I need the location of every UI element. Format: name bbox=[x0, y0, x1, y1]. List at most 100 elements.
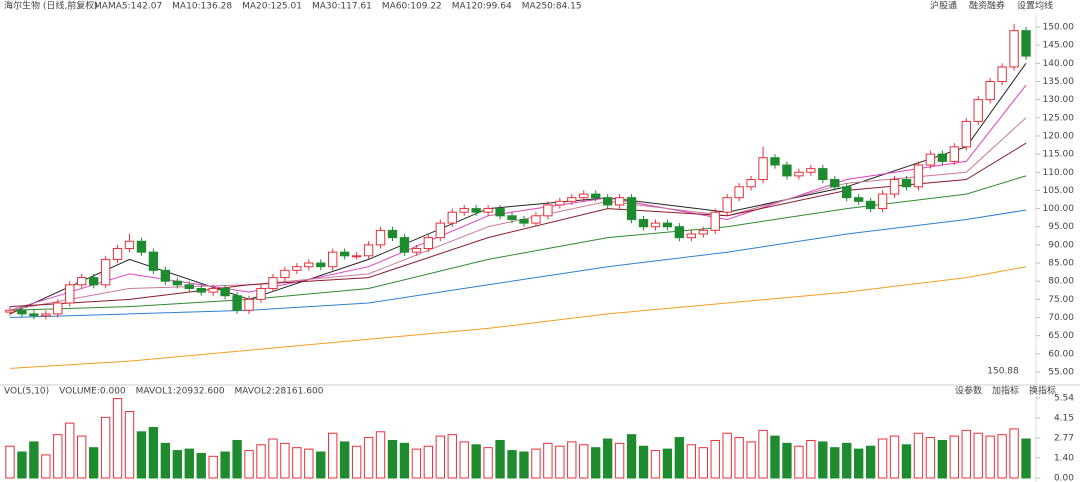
y-tick-label: 115.00 bbox=[1043, 150, 1075, 160]
candle-body bbox=[268, 277, 278, 289]
volume-bar bbox=[292, 447, 302, 479]
candle-body bbox=[985, 80, 995, 101]
candle-body bbox=[232, 295, 242, 311]
candle-body bbox=[901, 179, 912, 188]
volume-bar bbox=[662, 448, 673, 479]
volume-bar bbox=[411, 448, 422, 479]
y-tick-label: 90.00 bbox=[1048, 240, 1074, 250]
candle-body bbox=[399, 237, 410, 253]
toolbar-button[interactable]: 设置均线 bbox=[1017, 0, 1053, 12]
volume-bar bbox=[100, 416, 111, 479]
candle-body bbox=[614, 197, 625, 206]
candle-body bbox=[65, 284, 75, 304]
y-tick-label: 60.00 bbox=[1048, 349, 1074, 359]
volume-bar bbox=[160, 442, 171, 479]
volume-bar bbox=[638, 445, 649, 479]
volume-bar bbox=[483, 447, 493, 479]
volume-bar bbox=[17, 451, 27, 479]
candle-body bbox=[913, 164, 924, 188]
volume-button[interactable]: 换指标 bbox=[1029, 385, 1056, 397]
candle-body bbox=[387, 229, 398, 239]
candle-body bbox=[698, 229, 708, 235]
volume-bar bbox=[997, 434, 1007, 479]
volume-bar bbox=[758, 429, 768, 479]
candle-body bbox=[889, 179, 900, 195]
toolbar-button[interactable]: 沪股通 bbox=[930, 0, 957, 12]
volume-bar bbox=[937, 439, 948, 479]
candle-body bbox=[746, 179, 756, 188]
y-tick-label: 105.00 bbox=[1043, 186, 1075, 196]
volume-bar bbox=[818, 441, 828, 479]
candle-body bbox=[411, 248, 422, 253]
volume-bar bbox=[53, 434, 63, 479]
volume-bar bbox=[842, 442, 852, 479]
candle-body bbox=[925, 153, 936, 166]
volume-bar bbox=[591, 447, 601, 479]
y-tick-label: 55.00 bbox=[1048, 368, 1074, 378]
volume-bar bbox=[555, 445, 565, 479]
candle-body bbox=[722, 197, 732, 213]
y-tick-label: 65.00 bbox=[1048, 331, 1074, 341]
y-tick-label: 100.00 bbox=[1043, 204, 1075, 214]
volume-bar bbox=[1021, 438, 1031, 479]
ma-label: MA5:142.07 bbox=[108, 2, 162, 12]
ma-prefix: MA bbox=[94, 2, 109, 12]
volume-bar bbox=[602, 438, 613, 479]
volume-button[interactable]: 设参数 bbox=[955, 385, 982, 397]
volume-bar bbox=[459, 441, 469, 479]
v-tick-label: 1.40 bbox=[1054, 453, 1074, 463]
y-tick-label: 135.00 bbox=[1043, 77, 1075, 87]
y-tick-label: 95.00 bbox=[1048, 222, 1074, 232]
max-label: 150.88 bbox=[987, 367, 1019, 377]
candle-body bbox=[865, 200, 876, 210]
volume-bar bbox=[579, 444, 589, 479]
volume-bar bbox=[328, 432, 338, 479]
candle-body bbox=[29, 313, 39, 317]
volume-bar bbox=[865, 445, 876, 479]
y-tick-label: 75.00 bbox=[1048, 295, 1074, 305]
candle-body bbox=[136, 240, 147, 253]
volume-bar bbox=[435, 435, 445, 479]
volume-bar bbox=[650, 450, 661, 479]
candle-body bbox=[531, 215, 541, 224]
candle-body bbox=[88, 277, 99, 286]
candle-body bbox=[459, 208, 469, 213]
candle-body bbox=[53, 302, 63, 315]
candle-body bbox=[949, 146, 959, 162]
volume-bar bbox=[41, 454, 51, 479]
volume-bar bbox=[830, 447, 840, 479]
volume-bar bbox=[304, 448, 314, 479]
candle-body bbox=[734, 186, 744, 199]
volume-bar bbox=[268, 438, 278, 479]
volume-bar bbox=[877, 438, 888, 479]
volume-bar bbox=[1009, 428, 1019, 479]
volume-bar bbox=[519, 451, 529, 479]
ma-line bbox=[9, 209, 1027, 318]
volume-bar bbox=[232, 439, 242, 479]
volume-bar bbox=[686, 444, 697, 479]
candle-body bbox=[579, 193, 589, 199]
candle-body bbox=[375, 229, 386, 246]
volume-bar bbox=[88, 447, 99, 479]
y-tick-label: 130.00 bbox=[1043, 95, 1075, 105]
volume-bar bbox=[543, 442, 553, 479]
volume-bar bbox=[184, 448, 194, 479]
volume-header: VOL(5,10) bbox=[4, 387, 49, 397]
volume-bar bbox=[614, 442, 625, 479]
volume-bar bbox=[925, 437, 936, 479]
volume-bar bbox=[351, 445, 362, 479]
toolbar-button[interactable]: 融资融券 bbox=[969, 0, 1005, 12]
candle-body bbox=[447, 211, 457, 224]
ma-label: MA60:109.22 bbox=[382, 2, 442, 12]
volume-bar bbox=[196, 452, 206, 479]
volume-bar bbox=[172, 450, 183, 479]
candle-body bbox=[1009, 30, 1019, 68]
volume-bar bbox=[734, 437, 744, 479]
volume-bar bbox=[985, 435, 995, 479]
y-tick-label: 110.00 bbox=[1043, 168, 1075, 178]
candle-body bbox=[519, 218, 529, 224]
candle-body bbox=[662, 222, 673, 228]
volume-button[interactable]: 加指标 bbox=[992, 385, 1019, 397]
volume-bar bbox=[495, 439, 505, 479]
